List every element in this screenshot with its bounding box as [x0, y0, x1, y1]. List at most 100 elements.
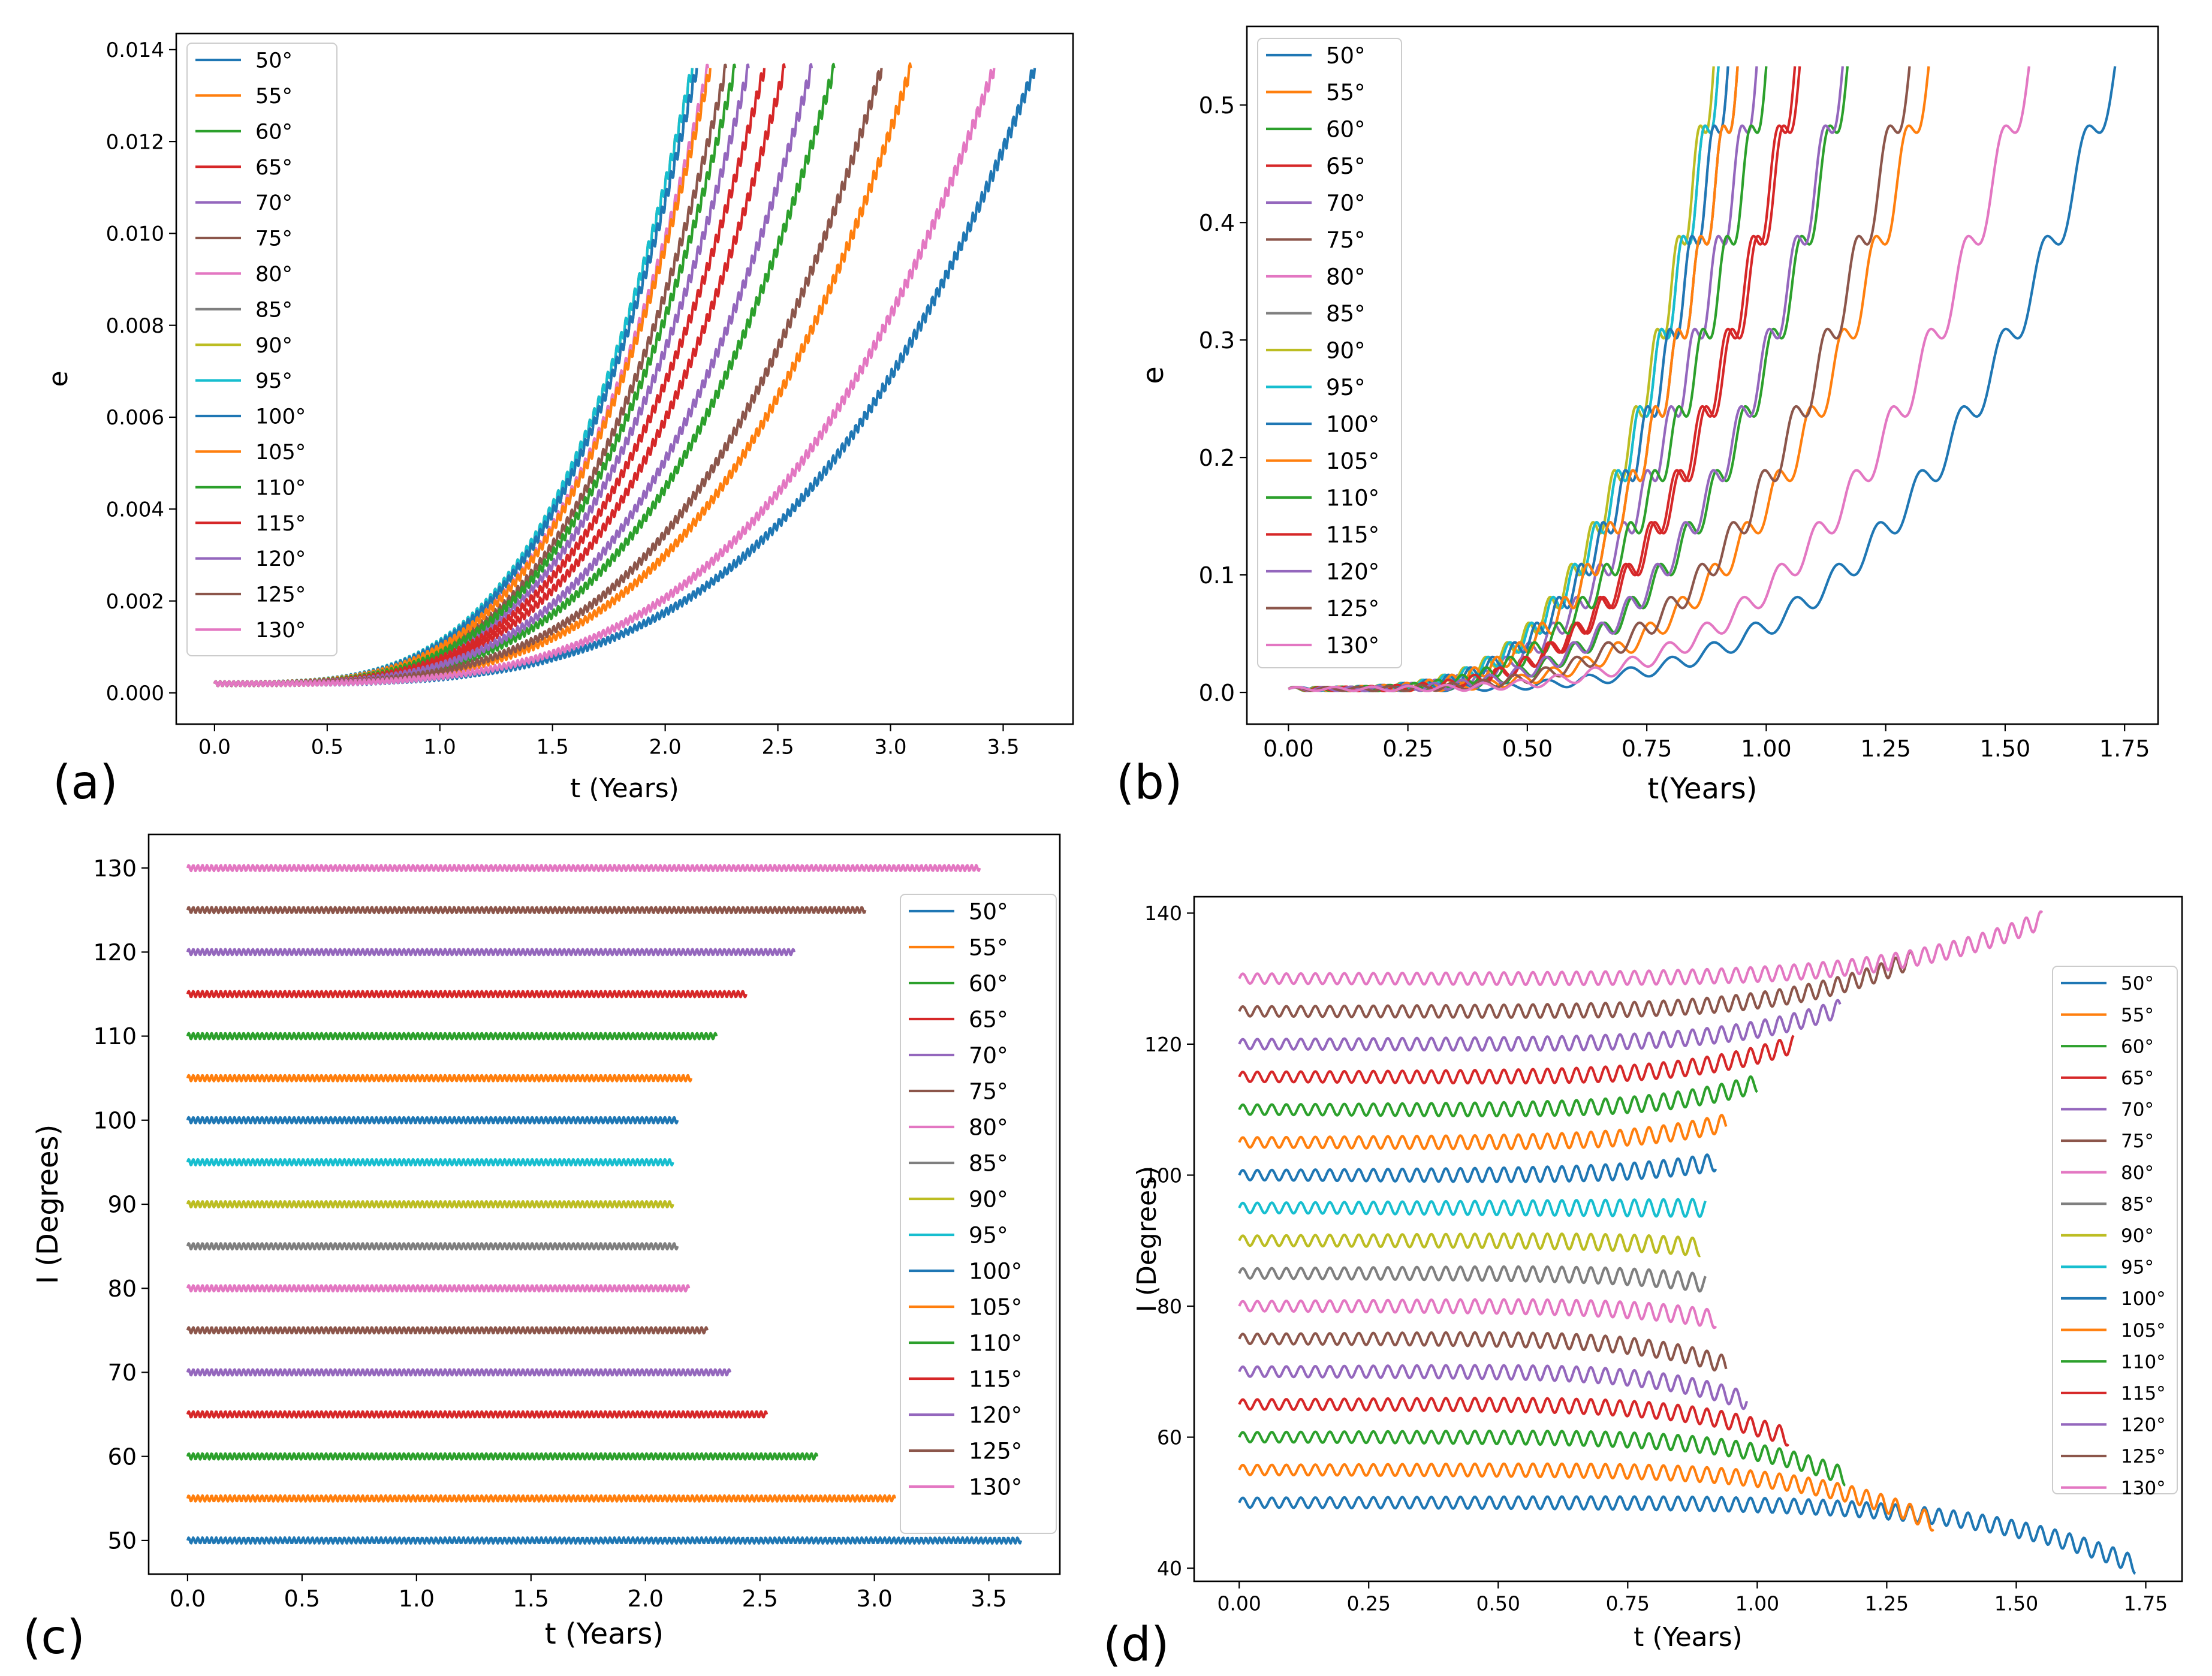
legend: 50° 55° 60° 65° 70° 75° 80° 85° 90° 95° 100° 105° 11…	[900, 894, 1057, 1534]
plot-frame	[175, 32, 1074, 725]
legend-entry-label: 90°	[2121, 1225, 2154, 1247]
y-tick-label: 0.008	[106, 314, 164, 338]
series-line-50deg	[186, 1536, 1023, 1545]
series-group	[213, 62, 1036, 688]
y-tick-label: 0.0	[1199, 680, 1235, 706]
y-axis-label: I (Degrees)	[31, 1125, 65, 1285]
legend-entry-label: 60°	[255, 120, 293, 144]
series-line-75deg	[1238, 1331, 1728, 1371]
legend-entry-label: 130°	[255, 619, 306, 643]
x-tick-label: 0.75	[1606, 1592, 1650, 1615]
legend-entry-label: 80°	[969, 1114, 1008, 1140]
series-line-110deg	[186, 1032, 718, 1041]
legend-entry-label: 55°	[2121, 1005, 2154, 1026]
series-line-105deg	[186, 1074, 693, 1083]
legend-entry-label: 100°	[1326, 411, 1379, 437]
panel-label-c: (c)	[23, 1611, 85, 1665]
legend-box	[1257, 38, 1402, 668]
legend-entry-label: 115°	[1326, 522, 1379, 548]
x-tick-label: 2.5	[742, 1585, 777, 1612]
legend: 50° 55° 60° 65° 70° 75° 80° 85° 90° 95° 100° 105° 11…	[1257, 38, 1402, 668]
x-tick-label: 0.5	[311, 735, 343, 759]
x-tick-label: 1.00	[1741, 735, 1792, 762]
x-tick-label: 0.00	[1217, 1592, 1261, 1615]
y-tick-label: 0.006	[106, 406, 164, 430]
legend-entry-label: 70°	[255, 191, 293, 215]
x-axis-label: t (Years)	[1634, 1622, 1743, 1653]
legend-entry-label: 120°	[255, 547, 306, 571]
legend-entry-label: 80°	[2121, 1162, 2154, 1184]
legend-entry-label: 120°	[969, 1402, 1022, 1428]
x-tick-label: 1.5	[537, 735, 569, 759]
y-tick-label: 0.010	[106, 222, 164, 246]
legend-entry-label: 115°	[255, 512, 306, 536]
legend-entry-label: 115°	[2121, 1383, 2166, 1404]
series-line-85deg	[1238, 1265, 1707, 1293]
y-tick-label: 80	[1157, 1295, 1182, 1318]
panel-d-chart: 0.00 0.25 0.50 0.75 1.00 1.25 1.50 1.75 40 60 80 10…	[1132, 896, 2183, 1653]
legend-entry-label: 85°	[1326, 301, 1366, 327]
plot-frame	[1246, 25, 2159, 725]
legend-entry-label: 110°	[255, 476, 306, 500]
x-axis-label: t (Years)	[545, 1617, 664, 1651]
legend-entry-label: 120°	[1326, 559, 1379, 584]
panel-label-b: (b)	[1116, 756, 1182, 810]
legend-entry-label: 100°	[255, 405, 306, 429]
y-tick-label: 40	[1157, 1557, 1182, 1580]
y-tick-label: 0.002	[106, 590, 164, 614]
series-line-130deg	[186, 864, 981, 873]
legend-entry-label: 90°	[255, 334, 293, 358]
series-line-120deg	[1238, 999, 1842, 1052]
x-tick-label: 1.0	[424, 735, 456, 759]
y-axis-label: e	[1137, 366, 1170, 384]
y-tick-label: 120	[93, 939, 137, 966]
x-tick-label: 3.0	[856, 1585, 892, 1612]
x-tick-label: 1.00	[1735, 1592, 1779, 1615]
y-tick-label: 130	[93, 855, 137, 882]
series-line-130deg	[1238, 910, 2044, 987]
series-line-65deg	[1238, 1397, 1789, 1447]
x-tick-label: 1.5	[513, 1585, 549, 1612]
legend-entry-label: 75°	[1326, 227, 1366, 253]
y-tick-label: 0.3	[1199, 327, 1235, 354]
legend-entry-label: 55°	[255, 85, 293, 108]
legend-entry-label: 70°	[2121, 1099, 2154, 1121]
y-tick-label: 0.012	[106, 130, 164, 154]
legend-entry-label: 100°	[2121, 1288, 2166, 1310]
legend-entry-label: 75°	[255, 227, 293, 251]
series-group	[1238, 910, 2136, 1575]
x-tick-label: 0.0	[198, 735, 231, 759]
legend-entry-label: 50°	[255, 49, 293, 73]
legend-entry-label: 105°	[1326, 448, 1379, 474]
series-line-130deg	[1288, 66, 2030, 692]
series-line-100deg	[1238, 1153, 1717, 1183]
series-line-95deg	[1238, 1198, 1707, 1218]
legend-entry-label: 130°	[1326, 632, 1379, 658]
y-tick-label: 0.4	[1199, 210, 1235, 236]
legend-entry-label: 80°	[1326, 264, 1366, 290]
legend-entry-label: 85°	[2121, 1193, 2154, 1215]
x-tick-label: 1.50	[1994, 1592, 2038, 1615]
series-line-65deg	[186, 1410, 769, 1419]
y-tick-label: 100	[93, 1107, 137, 1134]
series-line-100deg	[186, 1116, 679, 1125]
x-tick-label: 2.0	[649, 735, 682, 759]
legend-entry-label: 110°	[1326, 485, 1379, 511]
panel-b-chart: 0.00 0.25 0.50 0.75 1.00 1.25 1.50 1.75 0.0 0.1 0.…	[1137, 25, 2159, 806]
x-tick-label: 0.0	[170, 1585, 206, 1612]
series-line-90deg	[186, 1200, 674, 1208]
x-tick-label: 1.50	[1980, 735, 2031, 762]
legend-entry-label: 60°	[1326, 116, 1366, 142]
y-tick-label: 60	[108, 1443, 137, 1470]
series-line-70deg	[1238, 1364, 1749, 1410]
legend-entry-label: 50°	[969, 899, 1008, 924]
legend-entry-label: 105°	[969, 1294, 1022, 1320]
series-line-110deg	[1238, 1075, 1758, 1118]
series-line-85deg	[186, 1242, 679, 1251]
x-tick-label: 1.75	[2099, 735, 2150, 762]
plot-frame	[1193, 896, 2183, 1582]
legend-entry-label: 110°	[969, 1330, 1022, 1356]
legend-entry-label: 75°	[969, 1078, 1008, 1104]
series-line-60deg	[186, 1452, 819, 1461]
